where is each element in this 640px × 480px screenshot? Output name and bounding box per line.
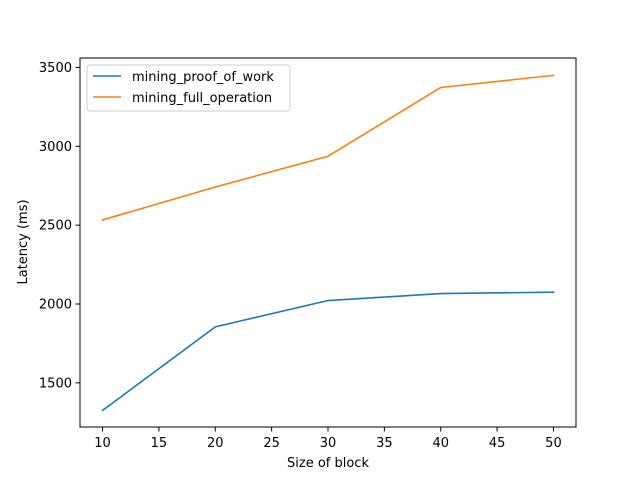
y-tick-label: 3000: [39, 140, 72, 155]
y-axis: 1500 2000 2500 3000 3500: [39, 61, 80, 391]
x-axis-label: Size of block: [287, 456, 369, 471]
plot-lines: [101, 74, 555, 412]
series-line-mining-proof-of-work: [101, 291, 555, 412]
x-tick-label: 30: [320, 436, 337, 451]
legend: mining_proof_of_work mining_full_operati…: [86, 64, 291, 112]
x-tick-label: 25: [263, 436, 280, 451]
x-tick-label: 20: [207, 436, 224, 451]
y-tick-label: 1500: [39, 376, 72, 391]
x-tick-label: 40: [432, 436, 449, 451]
x-tick-label: 10: [94, 436, 111, 451]
x-tick-label: 15: [151, 436, 168, 451]
x-tick-label: 45: [489, 436, 506, 451]
legend-box: [86, 64, 291, 112]
y-tick-label: 3500: [39, 61, 72, 76]
legend-label-mining-full-operation: mining_full_operation: [132, 91, 272, 106]
y-tick-label: 2000: [39, 298, 72, 313]
y-tick-label: 2500: [39, 219, 72, 234]
series-line-mining-full-operation: [101, 74, 555, 221]
y-axis-label: Latency (ms): [16, 199, 31, 284]
legend-label-mining-proof-of-work: mining_proof_of_work: [132, 70, 274, 85]
x-tick-label: 35: [376, 436, 393, 451]
x-axis: 10 15 20 25 30 35 40 45 50: [94, 427, 562, 451]
x-tick-label: 50: [545, 436, 562, 451]
